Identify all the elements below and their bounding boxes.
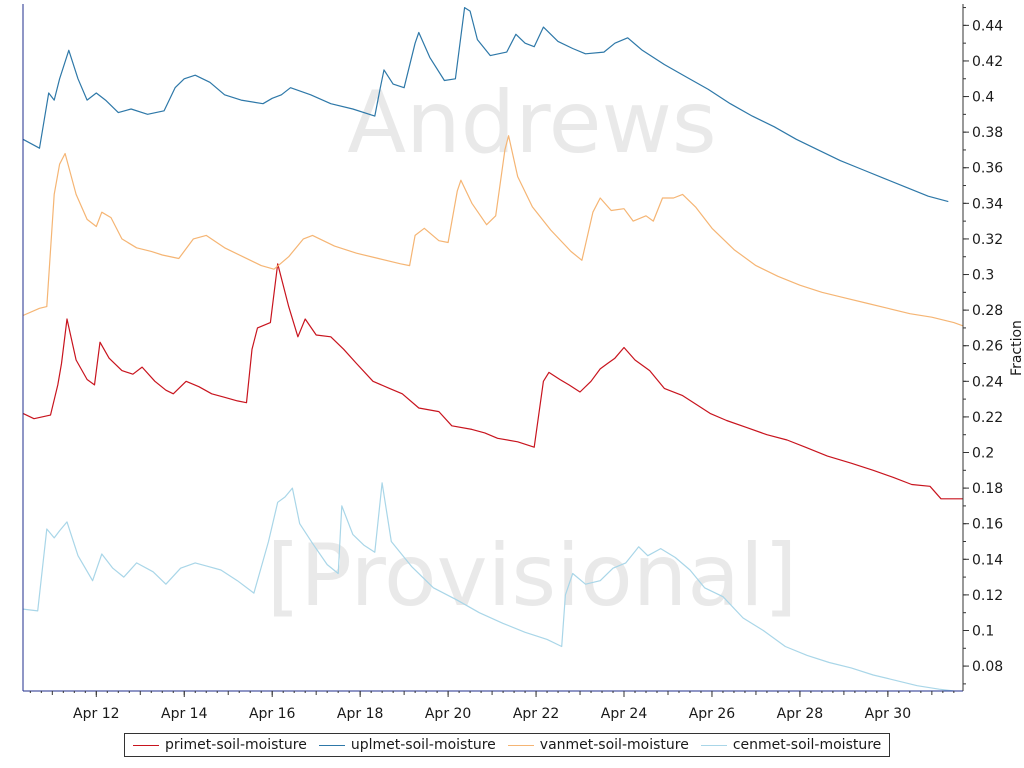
series-line-vanmet-soil-moisture [23,135,963,327]
y-tick-label: 0.12 [972,588,1003,604]
x-tick-label: Apr 22 [513,706,559,722]
legend-label: vanmet-soil-moisture [539,737,689,753]
legend-label: cenmet-soil-moisture [732,737,882,753]
y-axis-title: Fraction [1009,320,1024,376]
legend-label: primet-soil-moisture [165,737,307,753]
y-tick-label: 0.34 [972,196,1003,212]
y-tick-label: 0.14 [972,552,1003,568]
x-tick-label: Apr 18 [337,706,383,722]
x-tick-label: Apr 28 [777,706,823,722]
plot-area [23,7,963,691]
y-tick-label: 0.44 [972,18,1003,34]
legend-item-cenmet-soil-moisture: cenmet-soil-moisture [700,737,882,753]
y-tick-label: 0.38 [972,125,1003,141]
x-tick-label: Apr 12 [73,706,119,722]
y-tick-label: 0.42 [972,54,1003,70]
y-tick-label: 0.32 [972,232,1003,248]
legend-swatch [133,744,159,746]
y-tick-label: 0.16 [972,517,1003,533]
y-tick-label: 0.18 [972,481,1003,497]
legend-swatch [700,744,727,746]
y-tick-label: 0.3 [972,268,994,284]
x-tick-label: Apr 24 [601,706,648,722]
y-tick-label: 0.28 [972,303,1003,319]
y-tick-label: 0.4 [972,90,994,106]
legend-item-uplmet-soil-moisture: uplmet-soil-moisture [318,737,496,753]
series-line-uplmet-soil-moisture [23,7,949,203]
y-tick-label: 0.2 [972,446,994,462]
x-tick-label: Apr 14 [161,706,208,722]
legend-swatch [507,744,534,746]
x-tick-label: Apr 20 [425,706,471,722]
y-tick-label: 0.08 [972,659,1003,675]
y-tick-label: 0.36 [972,161,1003,177]
legend-label: uplmet-soil-moisture [350,737,496,753]
x-tick-label: Apr 30 [865,706,911,722]
y-tick-label: 0.26 [972,339,1003,355]
series-line-cenmet-soil-moisture [23,482,954,691]
legend: primet-soil-moisture uplmet-soil-moisture… [124,733,891,757]
y-tick-label: 0.22 [972,410,1003,426]
watermark-status: [Provisional] [267,526,798,626]
legend-item-vanmet-soil-moisture: vanmet-soil-moisture [507,737,689,753]
x-tick-label: Apr 26 [689,706,736,722]
series-line-primet-soil-moisture [23,263,963,500]
x-axis: Apr 12 Apr 14 Apr 16 Apr 18 Apr 20 Apr 22 Apr … [29,691,955,722]
y-tick-label: 0.24 [972,374,1003,390]
watermark-site: Andrews [347,73,716,173]
y-tick-label: 0.1 [972,623,994,639]
x-tick-label: Apr 16 [249,706,296,722]
legend-swatch [318,744,345,746]
y-axis: 0.08 0.1 0.12 0.14 0.16 0.18 0.2 0.22 0.24 0.26 0.… [963,7,1003,685]
legend-item-primet-soil-moisture: primet-soil-moisture [133,737,307,753]
